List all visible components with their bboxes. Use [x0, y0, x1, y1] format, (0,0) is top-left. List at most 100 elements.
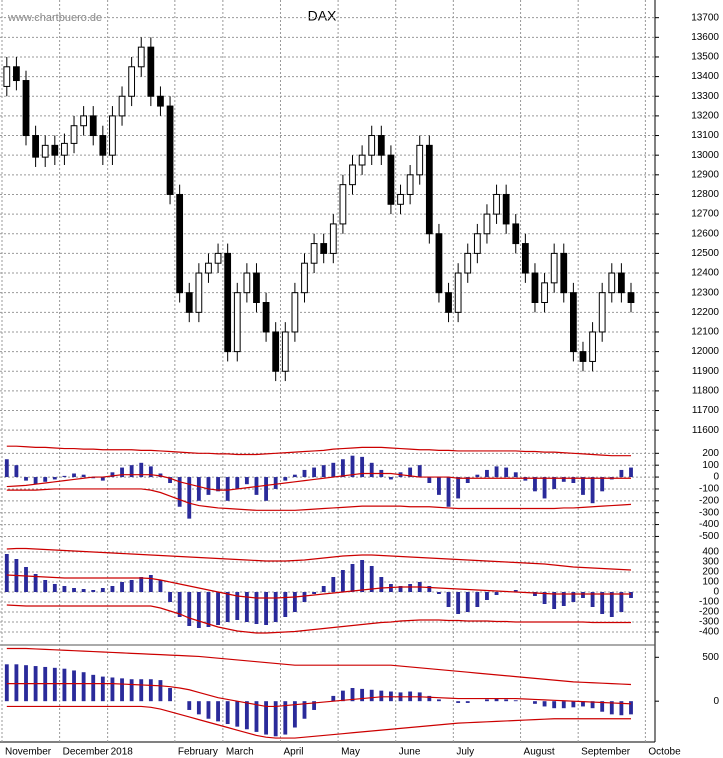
y-tick-label: 0	[713, 587, 719, 598]
histogram-bar	[24, 477, 28, 481]
y-tick-label: 0	[713, 696, 719, 707]
histogram-bar	[629, 701, 633, 715]
histogram-bar	[571, 592, 576, 602]
x-tick-label: June	[399, 747, 421, 758]
histogram-bar	[360, 456, 365, 478]
candle-body	[262, 302, 270, 333]
histogram-bar	[292, 474, 297, 478]
candle-body	[224, 252, 232, 353]
x-tick-label: November	[5, 747, 52, 758]
candle-body	[272, 331, 280, 372]
candle-body	[541, 282, 548, 304]
y-tick-label: -300	[699, 617, 719, 628]
histogram-bar	[100, 676, 105, 702]
histogram-bar	[398, 586, 403, 592]
candle-body	[118, 95, 126, 117]
histogram-bar	[206, 701, 211, 719]
y-tick-label: 13500	[691, 52, 719, 63]
x-tick-label: September	[581, 747, 631, 758]
histogram-bar	[244, 701, 249, 730]
histogram-bar	[302, 592, 307, 602]
histogram-bar	[437, 592, 441, 594]
y-tick-label: 13600	[691, 32, 719, 43]
histogram-bar	[408, 467, 413, 478]
histogram-bar	[187, 477, 192, 519]
histogram-bar	[494, 592, 499, 595]
candle-body	[397, 193, 404, 205]
candle-body	[320, 243, 328, 254]
candle-body	[358, 154, 366, 166]
histogram-bar	[388, 477, 393, 480]
histogram-bar	[72, 670, 76, 702]
histogram-bar	[254, 701, 259, 732]
histogram-bar	[187, 592, 192, 626]
x-tick-label: 2018	[111, 747, 134, 758]
candle-body	[387, 154, 395, 205]
x-tick-label: February	[178, 747, 218, 758]
histogram-bar	[283, 477, 288, 481]
candle-body	[349, 164, 356, 186]
band-line	[6, 647, 632, 686]
histogram-bar	[446, 477, 451, 507]
y-tick-label: 13200	[691, 111, 719, 122]
candle-body	[521, 243, 529, 274]
histogram-bar	[609, 701, 614, 715]
histogram-bar	[292, 701, 297, 728]
histogram-bar	[427, 586, 432, 592]
y-tick-label: 500	[702, 652, 719, 663]
y-tick-label: -400	[699, 627, 719, 638]
candle-body	[454, 272, 462, 313]
candle-body	[560, 252, 568, 294]
histogram-bar	[456, 701, 461, 703]
histogram-bar	[475, 474, 480, 478]
candle-body	[377, 135, 385, 156]
histogram-bar	[340, 570, 345, 592]
histogram-bar	[581, 701, 585, 707]
candle-body	[301, 262, 308, 294]
histogram-bar	[225, 592, 230, 622]
histogram-bar	[168, 592, 172, 602]
candle-body	[329, 223, 337, 254]
candle-body	[214, 252, 222, 264]
y-tick-label: 11600	[692, 425, 720, 436]
y-tick-label: 13300	[691, 91, 719, 102]
candle-body	[89, 115, 97, 137]
candle-body	[502, 193, 510, 225]
histogram-bar	[312, 592, 317, 594]
y-tick-label: 300	[702, 557, 719, 568]
histogram-bar	[158, 680, 163, 702]
histogram-bar	[485, 699, 489, 702]
histogram-bar	[629, 592, 633, 598]
histogram-bar	[619, 592, 624, 612]
histogram-bar	[331, 577, 336, 592]
histogram-bar	[350, 688, 355, 702]
histogram-bar	[379, 690, 384, 702]
histogram-bar	[196, 701, 201, 715]
y-tick-label: -300	[699, 507, 719, 518]
y-tick-label: 12600	[691, 228, 719, 239]
histogram-bar	[302, 469, 307, 478]
histogram-bar	[609, 592, 614, 617]
histogram-bar	[446, 592, 451, 607]
histogram-bar	[148, 575, 153, 592]
watermark: www.chartbuero.de	[7, 12, 102, 24]
candle-body	[550, 252, 558, 284]
histogram-bar	[148, 466, 153, 478]
y-tick-label: 11700	[692, 405, 720, 416]
histogram-bar	[33, 477, 38, 485]
histogram-bar	[52, 477, 57, 480]
histogram-bar	[513, 472, 518, 478]
band-line	[6, 488, 632, 511]
histogram-bar	[100, 588, 105, 592]
histogram-bar	[561, 592, 566, 606]
y-tick-label: 12800	[691, 189, 719, 200]
histogram-bar	[619, 469, 624, 478]
histogram-bar	[187, 701, 192, 710]
histogram-bar	[177, 592, 182, 617]
candle-body	[589, 331, 596, 362]
histogram-bar	[571, 477, 576, 483]
x-tick-label: July	[456, 747, 474, 758]
histogram-bar	[196, 592, 201, 628]
histogram-bar	[465, 477, 470, 483]
y-tick-label: -100	[699, 597, 719, 608]
